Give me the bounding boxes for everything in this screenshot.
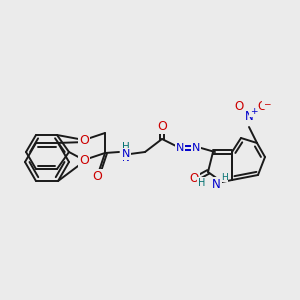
Text: −: − [263, 100, 271, 109]
Text: N: N [122, 149, 130, 159]
Text: N: N [176, 143, 184, 153]
Text: O: O [257, 100, 267, 113]
Text: O: O [79, 154, 89, 166]
Text: +: + [250, 107, 258, 116]
Text: H: H [198, 178, 206, 188]
Text: N: N [244, 110, 253, 124]
Text: O: O [234, 100, 244, 113]
Text: H: H [122, 142, 130, 152]
Text: O: O [189, 172, 199, 184]
Text: H: H [220, 172, 227, 182]
Text: H
N: H N [122, 141, 130, 163]
Text: O: O [157, 119, 167, 133]
Text: O: O [79, 134, 89, 146]
Text: N: N [192, 143, 200, 153]
Text: O: O [92, 170, 102, 184]
Text: N: N [212, 178, 220, 191]
